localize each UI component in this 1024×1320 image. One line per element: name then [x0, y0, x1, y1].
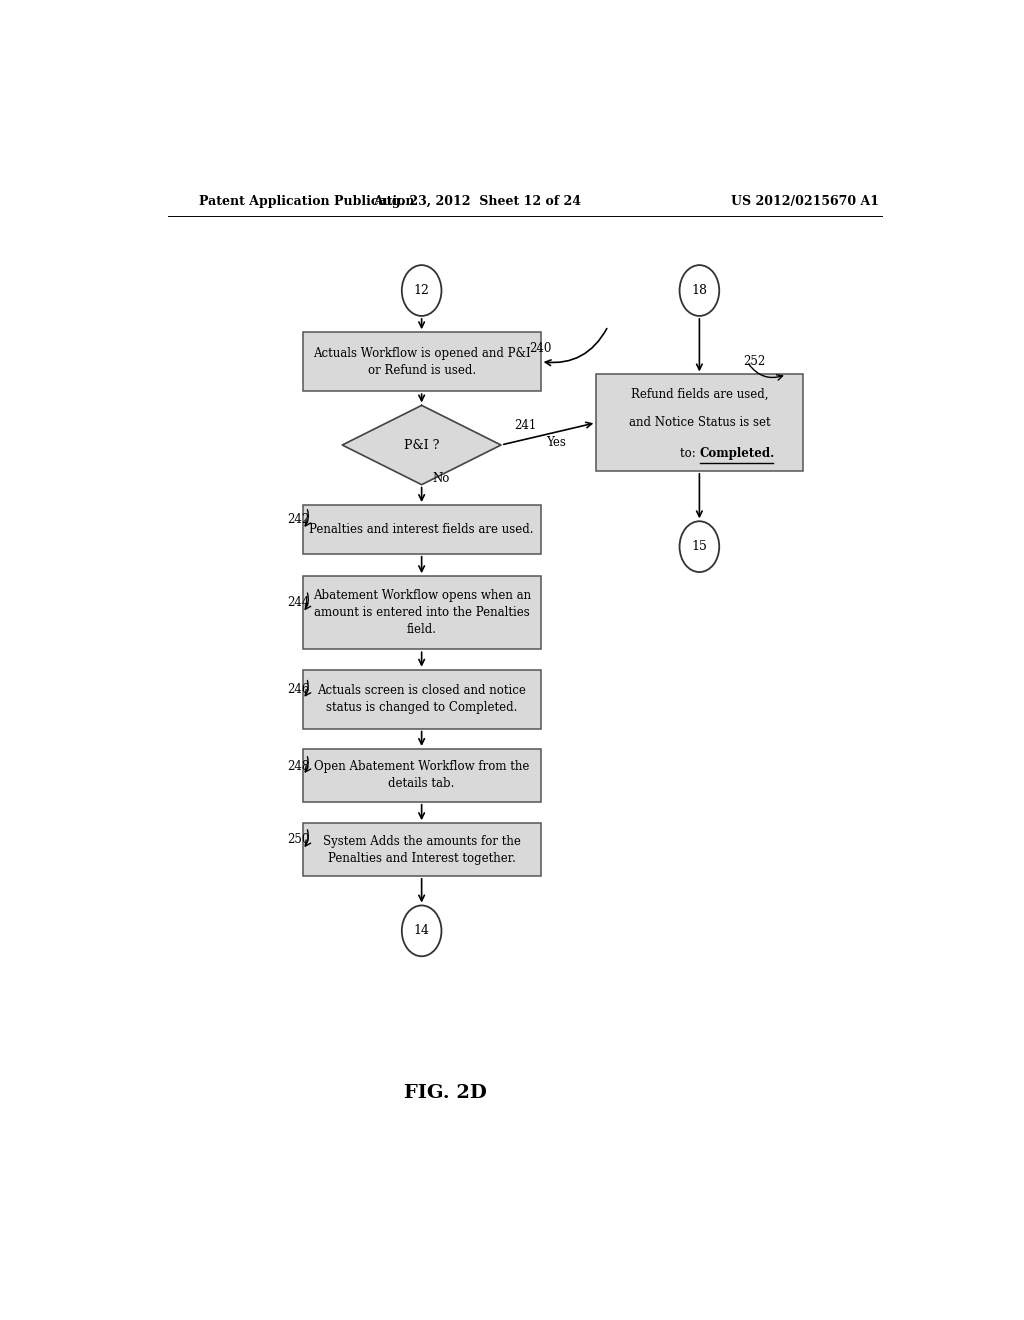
Text: P&I ?: P&I ?	[403, 438, 439, 451]
FancyBboxPatch shape	[303, 669, 541, 729]
Text: 252: 252	[743, 355, 765, 368]
FancyBboxPatch shape	[303, 748, 541, 801]
Text: System Adds the amounts for the
Penalties and Interest together.: System Adds the amounts for the Penaltie…	[323, 834, 520, 865]
Text: Aug. 23, 2012  Sheet 12 of 24: Aug. 23, 2012 Sheet 12 of 24	[373, 194, 582, 207]
FancyBboxPatch shape	[596, 375, 803, 471]
Text: 250: 250	[287, 833, 309, 846]
Text: Open Abatement Workflow from the
details tab.: Open Abatement Workflow from the details…	[314, 760, 529, 791]
FancyBboxPatch shape	[303, 506, 541, 554]
Polygon shape	[342, 405, 501, 484]
Text: 18: 18	[691, 284, 708, 297]
Text: 242: 242	[287, 512, 309, 525]
Text: Yes: Yes	[546, 437, 566, 450]
Text: Actuals screen is closed and notice
status is changed to Completed.: Actuals screen is closed and notice stat…	[317, 684, 526, 714]
Text: Refund fields are used,: Refund fields are used,	[631, 388, 768, 401]
Text: Abatement Workflow opens when an
amount is entered into the Penalties
field.: Abatement Workflow opens when an amount …	[312, 589, 530, 636]
Text: Actuals Workflow is opened and P&I
or Refund is used.: Actuals Workflow is opened and P&I or Re…	[312, 347, 530, 376]
FancyBboxPatch shape	[303, 824, 541, 876]
FancyBboxPatch shape	[303, 576, 541, 649]
Text: to:: to:	[680, 446, 699, 459]
Text: 246: 246	[287, 684, 309, 697]
Text: Patent Application Publication: Patent Application Publication	[200, 194, 415, 207]
Text: No: No	[432, 473, 450, 484]
Text: Completed.: Completed.	[699, 446, 774, 459]
Text: FIG. 2D: FIG. 2D	[404, 1085, 486, 1102]
Text: 241: 241	[514, 420, 537, 432]
Text: 15: 15	[691, 540, 708, 553]
Text: 12: 12	[414, 284, 430, 297]
Text: 240: 240	[528, 342, 551, 355]
FancyBboxPatch shape	[303, 333, 541, 391]
Text: Penalties and interest fields are used.: Penalties and interest fields are used.	[309, 523, 534, 536]
Text: 244: 244	[287, 597, 309, 609]
Text: US 2012/0215670 A1: US 2012/0215670 A1	[731, 194, 880, 207]
Text: 14: 14	[414, 924, 430, 937]
Text: 248: 248	[287, 760, 309, 772]
Text: and Notice Status is set: and Notice Status is set	[629, 416, 770, 429]
